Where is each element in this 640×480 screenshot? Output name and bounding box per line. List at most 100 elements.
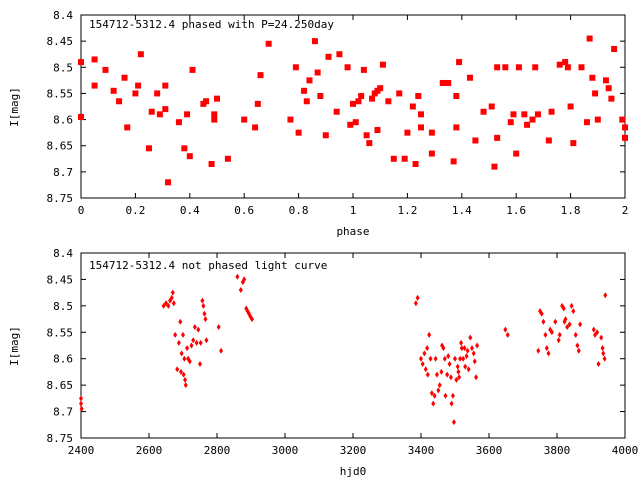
- data-point: [192, 324, 197, 330]
- y-tick-label: 8.5: [53, 61, 73, 74]
- data-point: [156, 111, 163, 118]
- data-point: [462, 345, 467, 352]
- data-point: [465, 347, 470, 354]
- data-point: [567, 321, 572, 328]
- data-point: [175, 119, 182, 126]
- data-point: [450, 158, 457, 165]
- data-point: [358, 93, 365, 100]
- x-tick-label: 2600: [136, 444, 163, 457]
- data-point: [464, 353, 469, 360]
- data-point: [162, 82, 169, 89]
- data-point: [437, 382, 442, 389]
- data-point: [466, 74, 473, 81]
- y-tick-label: 8.45: [47, 35, 74, 48]
- data-point: [418, 111, 424, 118]
- data-point: [102, 66, 109, 73]
- x-tick-label: 1.6: [506, 204, 526, 217]
- x-tick-label: 0: [78, 204, 85, 217]
- data-point: [178, 368, 183, 375]
- data-point: [170, 289, 175, 296]
- data-point: [471, 350, 476, 357]
- data-point: [360, 66, 367, 73]
- y-tick-label: 8.6: [53, 114, 73, 127]
- y-axis-label-unphased: I[mag]: [8, 326, 21, 366]
- data-point: [250, 316, 255, 323]
- data-point: [419, 355, 423, 362]
- data-point: [191, 337, 196, 344]
- data-point: [194, 339, 199, 346]
- data-point: [472, 358, 477, 365]
- y-tick-label: 8.7: [53, 166, 73, 179]
- data-point: [589, 74, 596, 81]
- data-point: [183, 376, 188, 383]
- data-point: [472, 137, 479, 144]
- data-point: [135, 82, 142, 89]
- data-point: [396, 90, 403, 97]
- data-point: [428, 150, 435, 157]
- data-point: [453, 124, 460, 131]
- data-point: [428, 355, 433, 362]
- data-point: [404, 129, 411, 136]
- data-point: [344, 64, 351, 71]
- data-point: [461, 355, 466, 362]
- data-point: [409, 103, 416, 110]
- data-point: [325, 53, 332, 60]
- data-point: [425, 345, 430, 352]
- data-point: [529, 116, 536, 123]
- data-point: [457, 374, 462, 381]
- data-point: [214, 95, 220, 102]
- data-point: [369, 95, 376, 102]
- data-point: [475, 342, 480, 349]
- data-point: [459, 345, 464, 352]
- chart-title-phased: 154712-5312.4 phased with P=24.250day: [89, 18, 334, 31]
- data-point: [544, 345, 549, 352]
- data-point: [488, 103, 495, 110]
- data-point: [480, 108, 487, 115]
- data-point: [575, 342, 580, 349]
- data-point: [176, 339, 181, 346]
- data-point: [183, 382, 188, 389]
- data-point: [591, 326, 596, 333]
- data-point: [578, 64, 585, 71]
- data-point: [474, 374, 479, 381]
- data-point: [433, 355, 438, 362]
- data-point: [619, 116, 626, 123]
- data-point: [189, 342, 194, 349]
- data-points-phased: [78, 35, 628, 186]
- data-point: [201, 302, 206, 309]
- data-point: [203, 316, 208, 323]
- data-point: [445, 79, 452, 86]
- data-point: [583, 119, 590, 126]
- data-point: [543, 331, 548, 338]
- data-point: [602, 355, 607, 362]
- data-point: [235, 273, 240, 280]
- data-point: [573, 331, 578, 338]
- data-point: [536, 347, 541, 354]
- data-point: [453, 93, 460, 100]
- data-point: [91, 56, 98, 63]
- data-point: [314, 69, 321, 76]
- data-point: [578, 321, 583, 328]
- data-point: [184, 111, 191, 118]
- plot-frame-unphased: [80, 252, 626, 439]
- x-tick-label: 0.4: [180, 204, 200, 217]
- data-point: [459, 339, 464, 346]
- y-tick-label: 8.55: [47, 326, 74, 339]
- data-point: [202, 310, 207, 317]
- data-point: [175, 366, 180, 373]
- data-point: [539, 310, 544, 317]
- data-point: [379, 61, 386, 68]
- data-point: [204, 337, 209, 344]
- data-point: [441, 345, 446, 352]
- data-point: [513, 150, 520, 157]
- data-point: [352, 119, 359, 126]
- data-point: [423, 366, 428, 373]
- data-point: [211, 116, 218, 123]
- data-point: [428, 129, 435, 136]
- data-point: [374, 127, 381, 134]
- x-tick-label: 1.8: [561, 204, 581, 217]
- data-point: [347, 121, 354, 128]
- data-point: [449, 400, 454, 407]
- data-point: [91, 82, 98, 89]
- data-point: [553, 318, 558, 325]
